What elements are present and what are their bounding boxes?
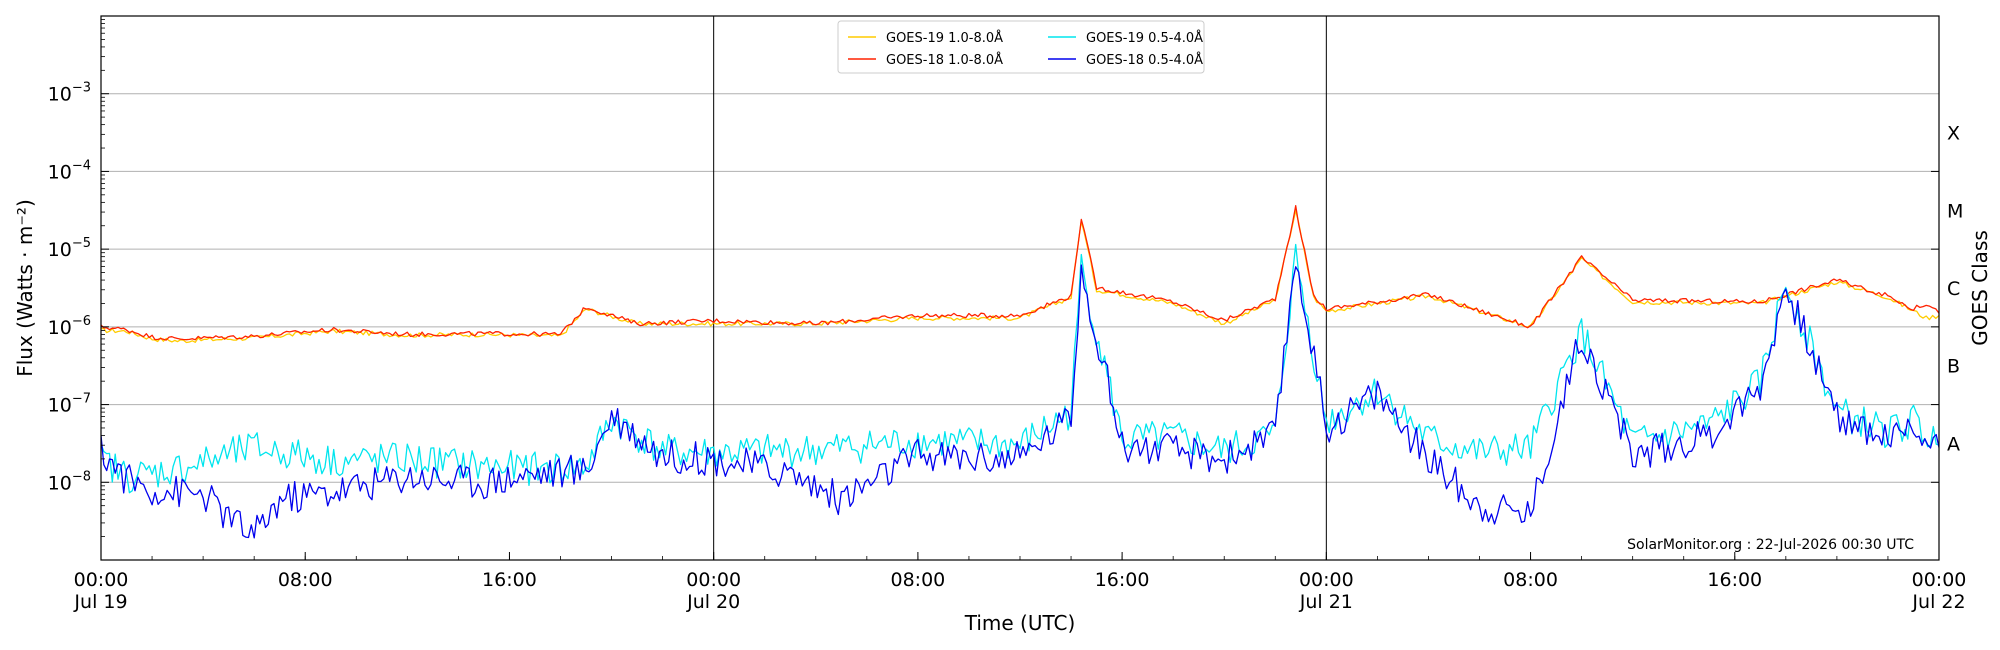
x-tick-date-label: Jul 22 xyxy=(1911,591,1965,613)
x-tick-label: 08:00 xyxy=(278,569,333,591)
legend: GOES-19 1.0-8.0Å GOES-18 1.0-8.0Å GOES-19 … xyxy=(837,20,1205,74)
goes-class-label: B xyxy=(1947,356,1960,378)
goes-class-label: M xyxy=(1947,200,1963,222)
y-tick-label: 10−5 xyxy=(48,236,91,261)
y-tick-label: 10−4 xyxy=(48,158,91,183)
credit-text: SolarMonitor.org : 22-Jul-2026 00:30 UTC xyxy=(1627,537,1914,553)
legend-box xyxy=(837,20,1205,74)
y-tick-label: 10−8 xyxy=(48,469,91,494)
x-tick-date-label: Jul 20 xyxy=(686,591,740,613)
series-lines xyxy=(101,205,1939,539)
legend-label: GOES-18 1.0-8.0Å xyxy=(886,52,1003,68)
x-axis-label: Time (UTC) xyxy=(964,611,1076,635)
series-line xyxy=(101,243,1939,494)
legend-label: GOES-18 0.5-4.0Å xyxy=(1086,52,1203,68)
x-tick-label: 00:00 xyxy=(1912,569,1967,591)
x-tick-label: 16:00 xyxy=(1707,569,1762,591)
y-tick-label: 10−7 xyxy=(48,392,91,417)
legend-label: GOES-19 1.0-8.0Å xyxy=(886,30,1003,46)
x-tick-date-label: Jul 21 xyxy=(1299,591,1353,613)
x-tick-label: 08:00 xyxy=(1503,569,1558,591)
day-boundary-lines xyxy=(713,16,1327,560)
x-tick-date-label: Jul 19 xyxy=(73,591,127,613)
goes-class-label: C xyxy=(1947,278,1960,300)
series-line xyxy=(101,205,1939,341)
x-tick-label: 00:00 xyxy=(74,569,129,591)
goes-class-axis-label: GOES Class xyxy=(1968,230,1992,346)
goes-class-label: A xyxy=(1947,433,1960,455)
x-tick-label: 16:00 xyxy=(482,569,537,591)
x-tick-label: 00:00 xyxy=(686,569,741,591)
series-line xyxy=(101,264,1939,539)
x-tick-label: 00:00 xyxy=(1299,569,1354,591)
y-axis-label: Flux (Watts · m⁻²) xyxy=(13,199,37,377)
x-tick-label: 16:00 xyxy=(1095,569,1150,591)
gridlines xyxy=(101,93,1939,483)
legend-label: GOES-19 0.5-4.0Å xyxy=(1086,30,1203,46)
goes-class-label: X xyxy=(1947,123,1960,145)
x-tick-label: 08:00 xyxy=(891,569,946,591)
y-tick-label: 10−6 xyxy=(48,314,91,339)
y-tick-label: 10−3 xyxy=(48,81,91,106)
